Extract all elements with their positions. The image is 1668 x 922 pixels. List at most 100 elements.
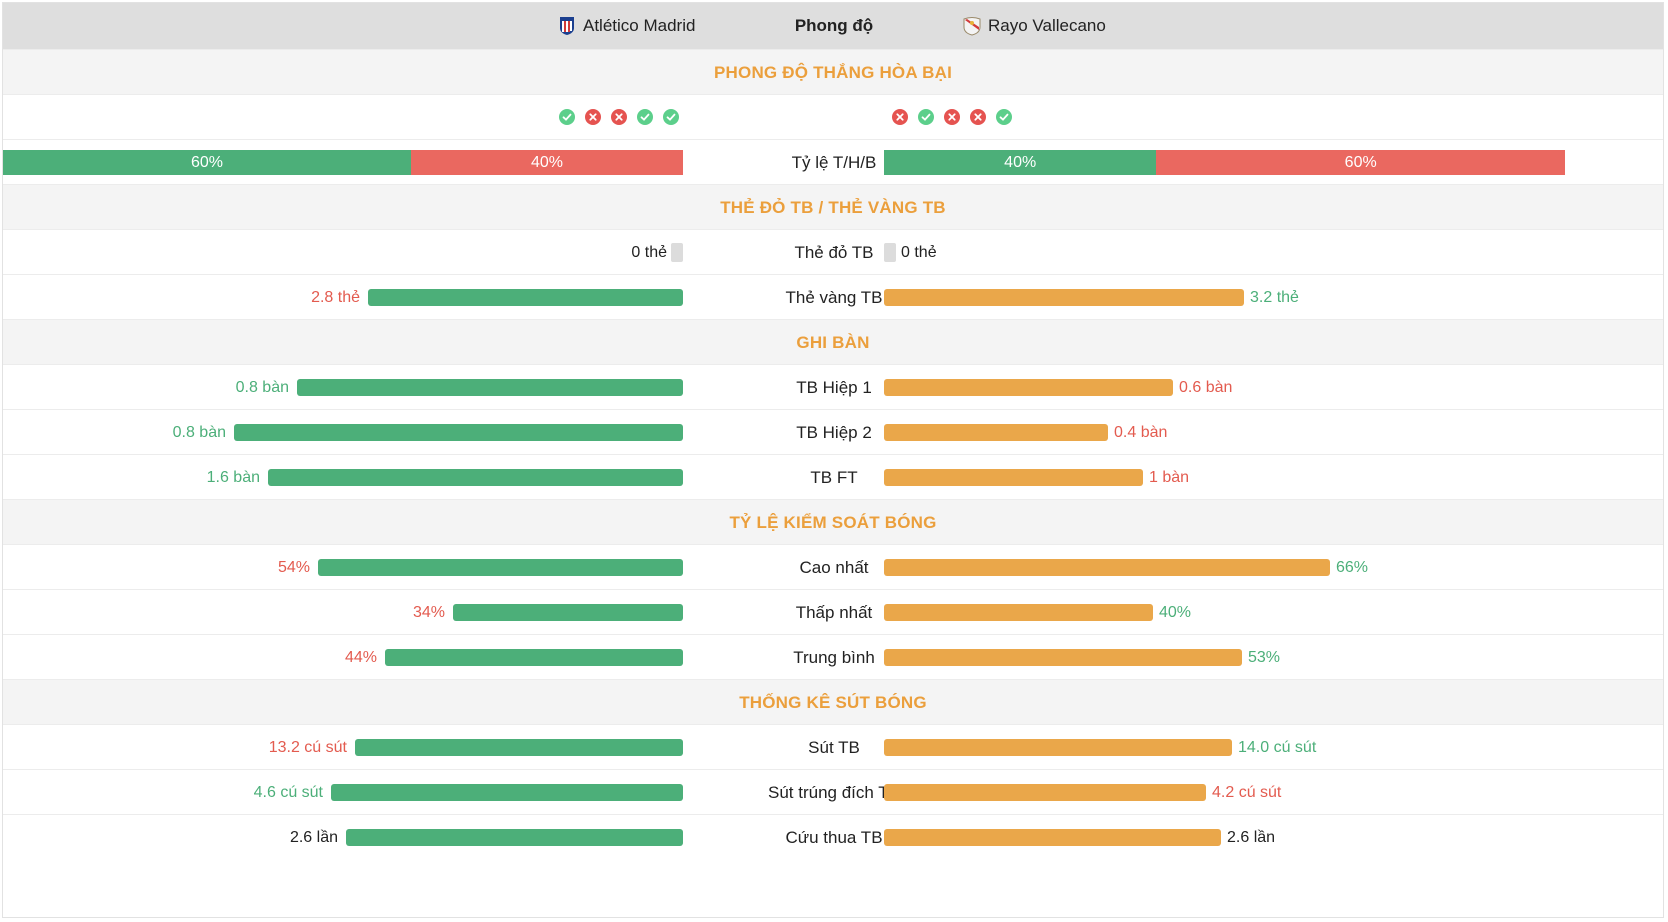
loss-cross-icon [611,109,627,125]
team-b-red-card-icon [884,243,896,262]
stat-row-saves: 2.6 lần Cứu thua TB 2.6 lần [3,814,1663,859]
stat-label: Thấp nhất [795,603,873,622]
stat-label: Thẻ vàng TB [785,288,883,307]
team-b-bar [884,424,1108,441]
stat-label: Sút TB [808,738,860,757]
team-b-value: 0.4 bàn [1114,424,1168,441]
team-a-bar [297,379,683,396]
team-a-value: 44% [344,649,377,666]
team-a-value: 2.6 lần [289,829,338,846]
red-card-label: Thẻ đỏ TB [794,243,874,262]
team-b-value: 40% [1159,604,1192,621]
stat-row-on-target: 4.6 cú sút Sút trúng đích TB 4.2 cú sút [3,769,1663,814]
section-cards: THẺ ĐỎ TB / THẺ VÀNG TB [3,184,1663,229]
team-a-bar [331,784,683,801]
team-b-win-text: 40% [1004,154,1037,171]
loss-cross-icon [970,109,986,125]
team-b-form [892,109,1012,125]
stat-label: Cứu thua TB [785,828,883,847]
team-b-header[interactable]: Rayo Vallecano [963,16,1106,36]
team-b-ratio-bar: 40% 60% [884,150,1565,175]
red-card-row: 0 thẻ Thẻ đỏ TB 0 thẻ [3,229,1663,274]
team-b-red-value: 0 thẻ [901,244,937,261]
team-b-value: 53% [1248,649,1281,666]
team-a-form [559,109,679,125]
team-b-value: 1 bàn [1149,469,1190,486]
win-check-icon [663,109,679,125]
ratio-row: 60% 40% Tỷ lệ T/H/B 40% 60% [3,139,1663,184]
ratio-label: Tỷ lệ T/H/B [791,153,877,172]
team-a-ratio-bar: 60% 40% [3,150,683,175]
team-a-bar [346,829,683,846]
win-check-icon [637,109,653,125]
form-icons-row [3,94,1663,139]
team-b-bar [884,784,1206,801]
team-b-bar [884,604,1153,621]
team-b-bar [884,559,1330,576]
stat-row-ft: 1.6 bàn TB FT 1 bàn [3,454,1663,499]
loss-cross-icon [585,109,601,125]
team-a-bar [368,289,683,306]
team-b-value: 2.6 lần [1227,829,1276,846]
team-a-value: 0.8 bàn [172,424,226,441]
rayo-vallecano-logo-icon [963,17,981,36]
stat-row-min: 34% Thấp nhất 40% [3,589,1663,634]
stat-row-max: 54% Cao nhất 66% [3,544,1663,589]
team-a-bar [318,559,683,576]
team-a-name: Atlético Madrid [583,16,696,35]
win-check-icon [918,109,934,125]
stat-label: Cao nhất [799,558,869,577]
loss-cross-icon [892,109,908,125]
team-b-loss-text: 60% [1344,154,1377,171]
team-b-value: 3.2 thẻ [1250,289,1299,306]
section-goals: GHI BÀN [3,319,1663,364]
team-b-win-segment: 40% [884,150,1157,175]
team-a-value: 1.6 bàn [206,469,260,486]
team-b-bar [884,739,1232,756]
team-b-bar [884,649,1242,666]
team-b-bar [884,289,1244,306]
team-b-value: 4.2 cú sút [1212,784,1282,801]
team-a-loss-segment: 40% [411,150,683,175]
team-b-value: 66% [1336,559,1369,576]
stat-label: Sút trúng đích TB [768,783,900,802]
team-b-bar [884,469,1143,486]
team-a-bar [355,739,683,756]
win-check-icon [559,109,575,125]
page-title: Phong độ [794,16,874,35]
team-a-header[interactable]: Atlético Madrid [558,16,695,36]
stat-label: TB Hiệp 2 [796,423,872,442]
atletico-madrid-logo-icon [560,17,574,35]
team-b-loss-segment: 60% [1156,150,1565,175]
team-a-bar [453,604,683,621]
section-form: PHONG ĐỘ THẮNG HÒA BẠI [3,49,1663,94]
team-a-red-value: 0 thẻ [631,244,667,261]
team-b-value: 0.6 bàn [1179,379,1233,396]
stat-label: Trung bình [793,648,875,667]
section-shots: THỐNG KÊ SÚT BÓNG [3,679,1663,724]
team-a-value: 34% [412,604,445,621]
team-a-bar [268,469,683,486]
team-a-value: 2.8 thẻ [311,289,360,306]
team-a-win-segment: 60% [3,150,411,175]
team-b-bar [884,379,1173,396]
section-possession: TỶ LỆ KIỂM SOÁT BÓNG [3,499,1663,544]
stat-label: TB Hiệp 1 [796,378,872,397]
team-a-value: 4.6 cú sút [253,784,323,801]
team-a-value: 0.8 bàn [235,379,289,396]
team-a-bar [234,424,683,441]
team-a-win-text: 60% [190,154,224,171]
team-a-value: 54% [277,559,310,576]
stat-row-yellow: 2.8 thẻ Thẻ vàng TB 3.2 thẻ [3,274,1663,319]
win-check-icon [996,109,1012,125]
team-b-name: Rayo Vallecano [988,16,1106,35]
team-a-value: 13.2 cú sút [268,739,347,756]
stat-row-avg: 44% Trung bình 53% [3,634,1663,679]
team-b-bar [884,829,1221,846]
team-b-value: 14.0 cú sút [1238,739,1317,756]
stat-row-shots: 13.2 cú sút Sút TB 14.0 cú sút [3,724,1663,769]
loss-cross-icon [944,109,960,125]
team-a-bar [385,649,683,666]
team-a-loss-text: 40% [530,154,564,171]
